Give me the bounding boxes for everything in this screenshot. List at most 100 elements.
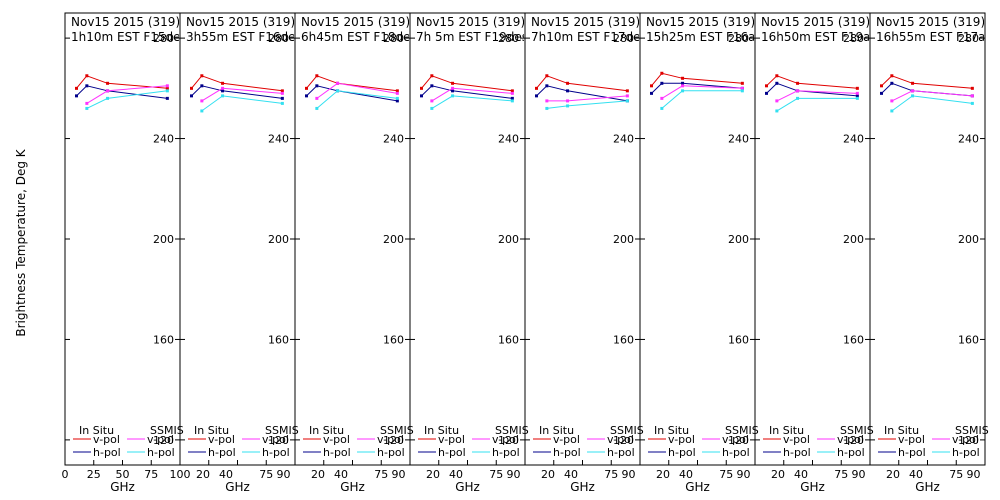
series-line-ssmis-hpol xyxy=(431,95,513,109)
series-point-in-situ-hpol xyxy=(315,84,319,88)
series-point-ssmis-vpol xyxy=(660,96,664,100)
legend-label-in-situ-hpol: h-pol xyxy=(553,446,581,459)
panel-title-line1: Nov15 2015 (319) xyxy=(876,15,985,29)
y-tick-label: 120 xyxy=(728,434,749,447)
series-point-in-situ-hpol xyxy=(855,94,859,98)
x-tick-label: 40 xyxy=(334,468,348,481)
y-tick-label: 200 xyxy=(728,233,749,246)
legend-group-in-situ: In Situ xyxy=(654,424,689,437)
panel-title-line2: 1h10m EST F15des xyxy=(71,30,187,44)
y-tick-label: 200 xyxy=(958,233,979,246)
series-point-in-situ-vpol xyxy=(420,86,423,90)
panel-6: Nov15 2015 (319)15h25m EST F16asc 120 160 2… xyxy=(639,12,759,494)
x-tick-label: 40 xyxy=(219,468,233,481)
legend-label-ssmis-hpol: h-pol xyxy=(492,446,520,459)
x-axis-label: GHz xyxy=(685,480,710,494)
x-tick-label: 75 xyxy=(144,468,158,481)
series-point-ssmis-hpol xyxy=(740,89,744,93)
series-point-ssmis-hpol xyxy=(315,106,319,110)
series-point-ssmis-vpol xyxy=(280,91,284,95)
y-tick-label: 200 xyxy=(383,233,404,246)
x-axis-label: GHz xyxy=(340,480,365,494)
y-tick-label: 240 xyxy=(728,133,749,146)
series-point-ssmis-hpol xyxy=(911,94,915,98)
legend-label-ssmis-vpol: v-pol xyxy=(952,433,979,446)
series-point-in-situ-hpol xyxy=(420,94,423,98)
panel-3: Nov15 2015 (319)6h45m EST F18des 120 160 20… xyxy=(294,12,414,494)
y-tick-label: 200 xyxy=(498,233,519,246)
y-tick-label: 200 xyxy=(613,233,634,246)
legend-label-ssmis-vpol: v-pol xyxy=(492,433,519,446)
x-axis-label: GHz xyxy=(800,480,825,494)
series-point-in-situ-vpol xyxy=(305,86,308,90)
legend-label-ssmis-hpol: h-pol xyxy=(147,446,175,459)
panel-2: Nov15 2015 (319)3h55m EST F16des 120 160 20… xyxy=(179,12,299,494)
series-point-ssmis-hpol xyxy=(85,106,89,110)
series-point-ssmis-hpol xyxy=(430,106,434,110)
series-point-in-situ-vpol xyxy=(566,81,570,85)
series-line-in-situ-vpol xyxy=(881,75,973,89)
legend-label-in-situ-hpol: h-pol xyxy=(323,446,351,459)
legend-group-ssmis: SSMIS xyxy=(265,424,299,437)
series-line-ssmis-hpol xyxy=(546,100,628,109)
x-tick-label: 90 xyxy=(277,468,291,481)
series-point-in-situ-hpol xyxy=(775,81,779,85)
series-line-ssmis-vpol xyxy=(431,87,513,102)
y-tick-label: 200 xyxy=(268,233,289,246)
series-point-ssmis-hpol xyxy=(106,96,110,100)
legend-group-ssmis: SSMIS xyxy=(840,424,874,437)
series-point-in-situ-vpol xyxy=(200,74,204,78)
panel-title-line1: Nov15 2015 (319) xyxy=(761,15,870,29)
series-point-in-situ-vpol xyxy=(165,86,169,90)
panel-title-line2: 16h55m EST F17asc xyxy=(876,30,998,44)
series-point-ssmis-vpol xyxy=(855,91,859,95)
series-point-ssmis-vpol xyxy=(165,84,169,88)
legend-label-ssmis-hpol: h-pol xyxy=(952,446,980,459)
series-point-ssmis-vpol xyxy=(545,99,549,103)
x-tick-label: 25 xyxy=(87,468,101,481)
series-line-ssmis-hpol xyxy=(201,95,283,112)
series-line-in-situ-hpol xyxy=(191,85,283,99)
y-tick-label: 240 xyxy=(268,133,289,146)
y-tick-label: 280 xyxy=(498,32,519,45)
series-point-ssmis-hpol xyxy=(681,89,685,93)
series-point-ssmis-hpol xyxy=(451,94,455,98)
series-line-in-situ-vpol xyxy=(76,75,168,89)
series-point-ssmis-vpol xyxy=(315,96,319,100)
panel-title-block: Nov15 2015 (319)6h45m EST F18des xyxy=(301,15,409,44)
panel-group: Nov15 2015 (319)1h10m EST F15des12016020… xyxy=(62,12,998,494)
panel-title-block: Nov15 2015 (319)3h55m EST F16des xyxy=(186,15,295,44)
series-point-ssmis-vpol xyxy=(85,101,89,105)
panel-title-block: Nov15 2015 (319)1h10m EST F15des xyxy=(71,15,187,44)
series-point-ssmis-vpol xyxy=(336,81,340,85)
series-point-in-situ-hpol xyxy=(566,89,570,93)
series-point-in-situ-vpol xyxy=(430,74,434,78)
y-tick-label: 120 xyxy=(958,434,979,447)
series-line-ssmis-hpol xyxy=(316,90,398,109)
series-point-ssmis-vpol xyxy=(775,99,779,103)
panel-title-line1: Nov15 2015 (319) xyxy=(186,15,295,29)
legend-label-ssmis-hpol: h-pol xyxy=(722,446,750,459)
series-point-in-situ-hpol xyxy=(880,91,883,95)
series-point-ssmis-hpol xyxy=(280,101,284,105)
panel-1: Nov15 2015 (319)1h10m EST F15des 120 160 20… xyxy=(62,12,191,494)
panel-5: Nov15 2015 (319)7h10m EST F17des 120 160 20… xyxy=(524,12,644,494)
y-tick-label: 280 xyxy=(613,32,634,45)
legend-label-in-situ-hpol: h-pol xyxy=(438,446,466,459)
series-point-ssmis-hpol xyxy=(855,96,859,100)
legend-group-ssmis: SSMIS xyxy=(725,424,759,437)
panel-4: Nov15 2015 (319)7h 5m EST F19des 120 160 20… xyxy=(409,12,529,494)
x-tick-label: 20 xyxy=(656,468,670,481)
y-tick-label: 160 xyxy=(498,333,519,346)
series-line-in-situ-vpol xyxy=(191,75,283,92)
legend-label-ssmis-vpol: v-pol xyxy=(377,433,404,446)
legend-label-in-situ-vpol: v-pol xyxy=(438,433,465,446)
y-tick-label: 160 xyxy=(613,333,634,346)
legend-label-in-situ-vpol: v-pol xyxy=(898,433,925,446)
series-point-in-situ-hpol xyxy=(545,84,549,88)
series-point-ssmis-hpol xyxy=(165,89,169,93)
series-point-in-situ-hpol xyxy=(221,89,225,93)
